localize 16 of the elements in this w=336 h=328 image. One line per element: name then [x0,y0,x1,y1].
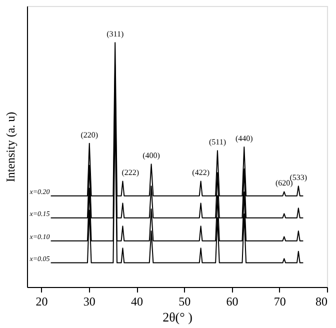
x-tick-label: 60 [226,294,238,308]
x-tick-label: 80 [316,294,328,308]
x-tick-label: 70 [274,294,286,308]
annotation: (311) [106,30,124,39]
annotation: (440) [235,134,254,143]
annotation: (220) [80,130,98,140]
x-tick-label: 50 [178,294,191,308]
x-axis-title: 2θ(° ) [162,310,192,324]
y-axis-title: Intensity (a. u) [4,112,18,182]
x-tick-label: 30 [83,294,96,308]
annotation: (422) [192,168,210,178]
x-tick-label: 40 [131,294,144,308]
annotation: (400) [142,151,160,160]
x-tick-label: 20 [36,294,48,308]
annotation: (222) [122,168,140,178]
annotation: (511) [208,138,226,147]
